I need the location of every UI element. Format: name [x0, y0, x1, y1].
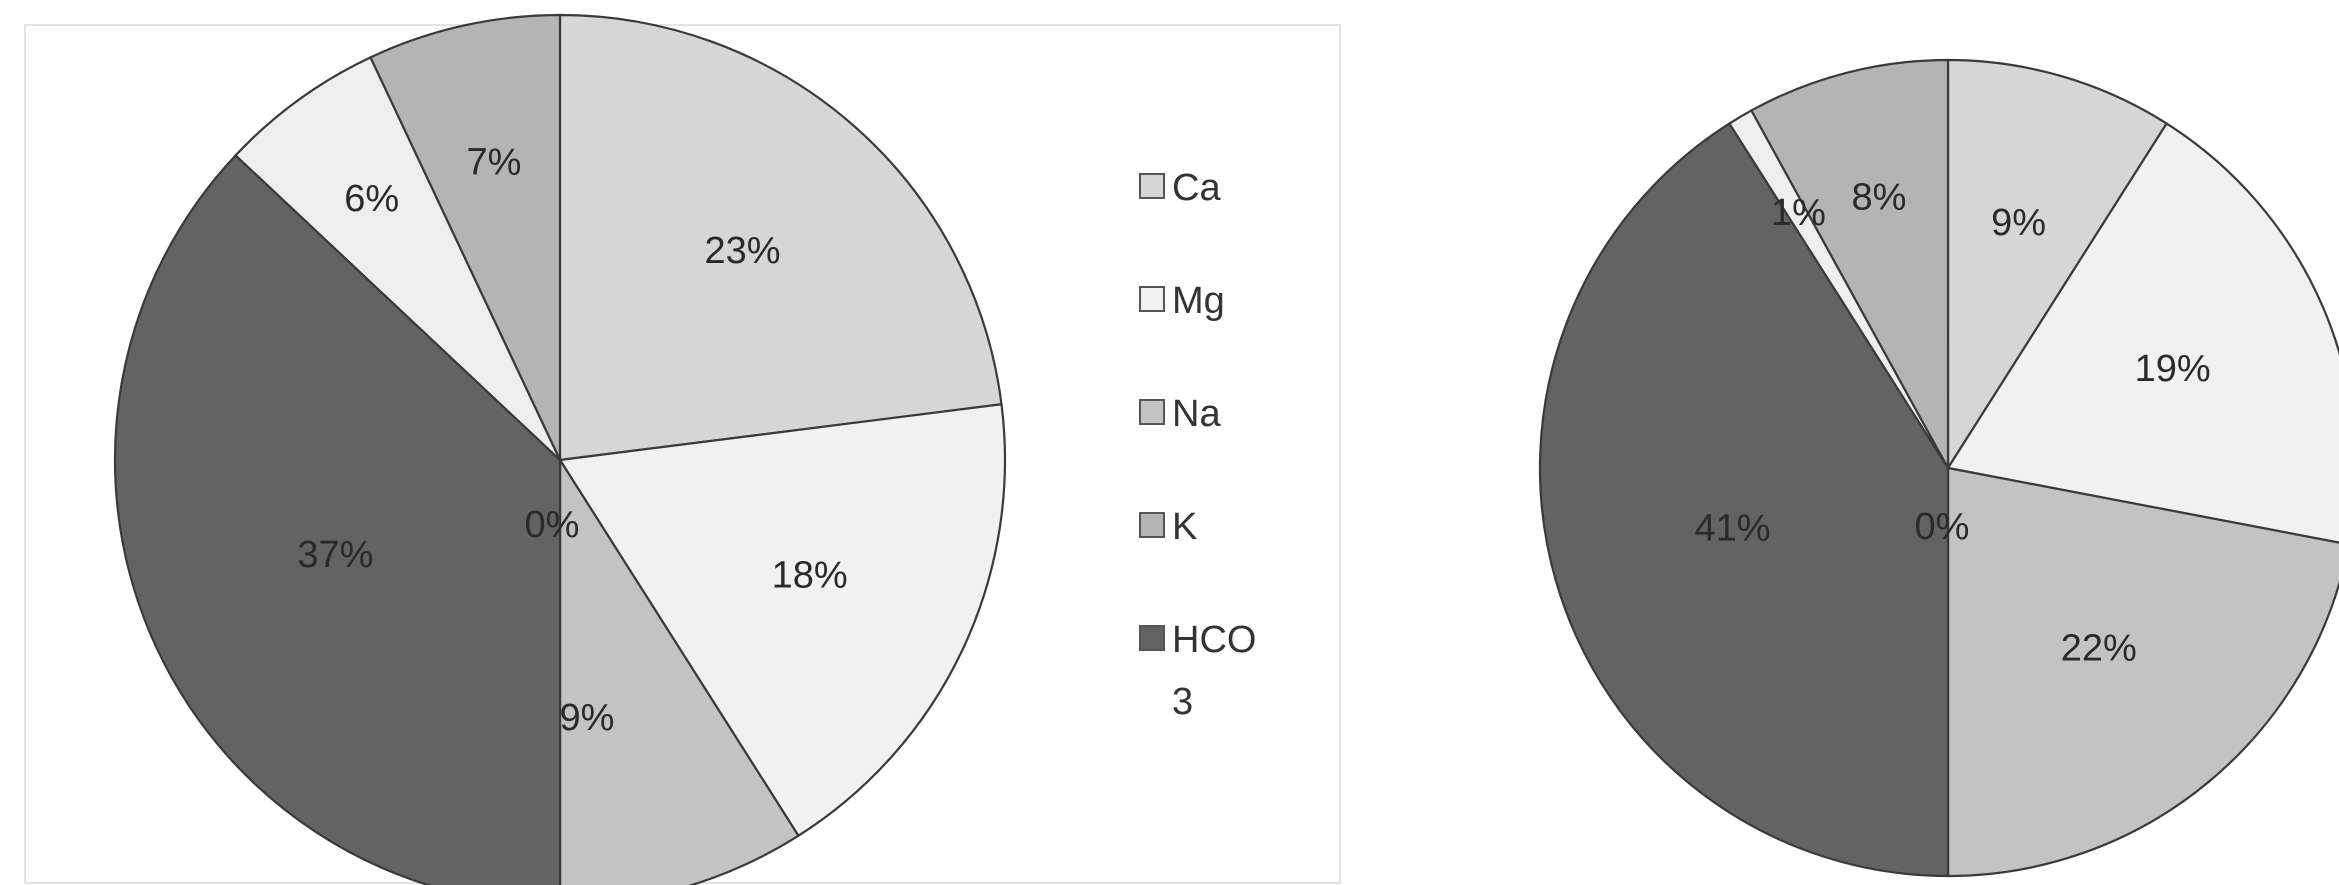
pie-2-data-label: 19%	[2135, 348, 2211, 390]
legend-label-hco3: 3	[1172, 681, 1193, 723]
pie-1-slice-hco3	[113, 153, 562, 885]
pie-1-slice-ca	[558, 13, 1003, 462]
legend-label-na: Na	[1172, 393, 1221, 435]
pie-2-slice-hco3	[1538, 121, 1950, 878]
pie-1-slice-gap	[234, 55, 561, 461]
pie-1-data-label: 9%	[560, 697, 615, 739]
legend-label-ca: Ca	[1172, 167, 1221, 209]
pie-1-data-label: 37%	[297, 534, 373, 576]
pie-2-data-label: 22%	[2061, 627, 2137, 669]
pie-1-data-label: 7%	[467, 142, 522, 184]
legend-swatch-mg	[1139, 286, 1165, 312]
pie-1-slice-na	[558, 456, 800, 885]
legend-swatch-na	[1139, 399, 1165, 425]
pie-2-data-label: 41%	[1694, 508, 1770, 550]
pie-2-slice-ca	[1946, 58, 2169, 472]
pie-chart-1: 23% 18% 9% 0% 37% 6% 7%	[113, 13, 1007, 885]
legend-label-mg: Mg	[1172, 280, 1225, 322]
legend-label-k: K	[1172, 506, 1197, 548]
pie-2-data-label: 0%	[1915, 506, 1970, 548]
pie-1-slice-mg	[558, 403, 1007, 838]
legend-swatch-k	[1139, 512, 1165, 538]
legend-swatch-hco3	[1139, 625, 1165, 651]
legend: Ca Mg Na K HCO 3	[1139, 167, 1256, 723]
pie-2-data-label: 1%	[1771, 192, 1826, 234]
legend-label-hco3: HCO	[1172, 619, 1256, 661]
pie-2-data-label: 9%	[1991, 202, 2046, 244]
pie-1-slice-k	[369, 13, 562, 461]
legend-swatch-ca	[1139, 173, 1165, 199]
pie-2-slice-k	[1749, 58, 1950, 469]
pie-2-data-label: 8%	[1852, 176, 1907, 218]
pie-chart-2: 9% 19% 22% 0% 41% 1% 8%	[1538, 58, 2339, 878]
pie-2-slice-na	[1946, 466, 2339, 878]
pie-1-data-label: 0%	[525, 504, 580, 546]
pie-1-data-label: 23%	[704, 230, 780, 272]
pie-1-data-label: 6%	[344, 178, 399, 220]
pie-1-data-label: 18%	[772, 555, 848, 597]
pie-2-slice-mg	[1946, 121, 2339, 544]
